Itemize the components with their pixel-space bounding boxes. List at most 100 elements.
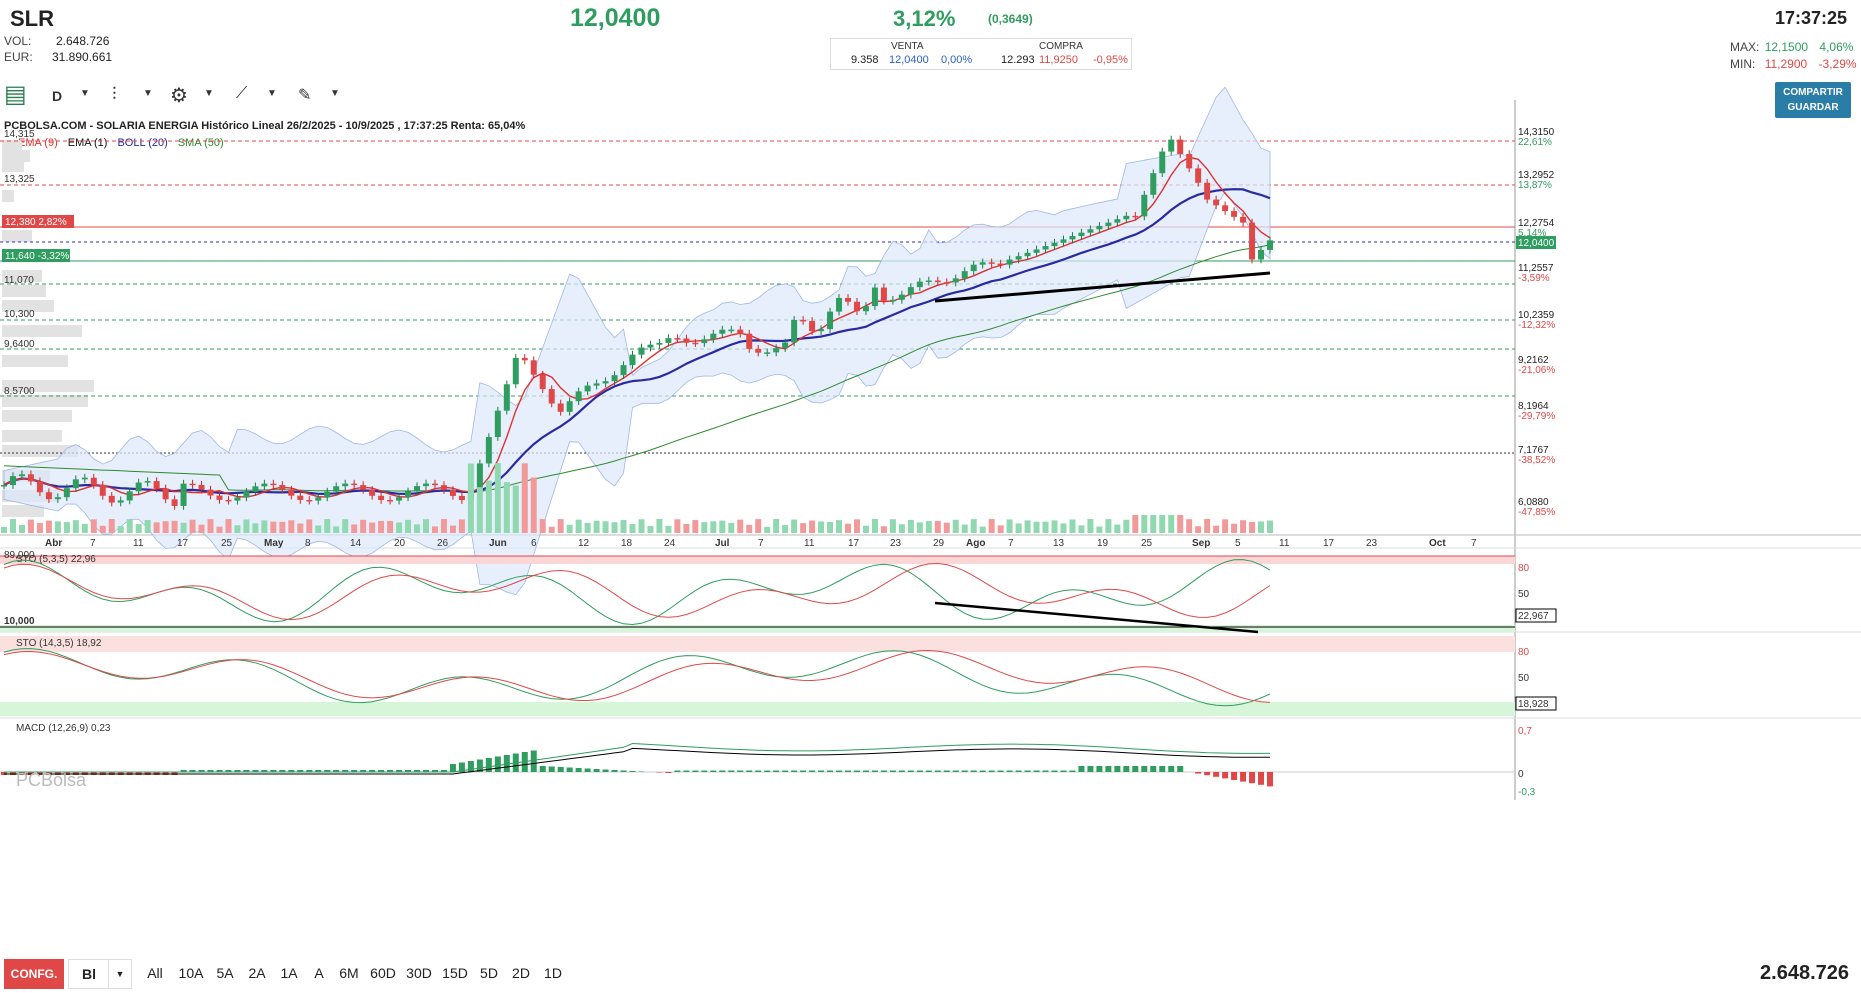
gear-icon[interactable]: ⚙ (170, 85, 188, 107)
macd-histogram-bar (1024, 770, 1031, 772)
candle-body (1024, 252, 1031, 257)
range-2d-button[interactable]: 2D (506, 959, 536, 987)
volume-bar (1132, 515, 1139, 533)
share-save-button[interactable]: COMPARTIR GUARDAR (1775, 82, 1851, 118)
sto2-k-line (3, 648, 1271, 707)
indicators-icon[interactable]: ⟋ (236, 85, 248, 102)
macd-histogram-bar (997, 770, 1004, 772)
volume-bar (252, 523, 259, 533)
macd-histogram-bar (324, 770, 331, 772)
volume-bar (440, 519, 447, 533)
macd-label: MACD (12,26,9) 0,23 (16, 723, 111, 734)
range-10a-button[interactable]: 10A (174, 959, 208, 987)
candle-body (431, 483, 438, 486)
macd-histogram-bar (836, 770, 843, 772)
volume-bar (108, 519, 115, 533)
right-axis-pct: 22,61% (1518, 137, 1552, 148)
candle-body (1168, 139, 1175, 152)
candle-body (1222, 205, 1229, 212)
macd-histogram-bar (1042, 770, 1049, 772)
candle-body (1132, 215, 1139, 218)
draw-pencil-icon[interactable]: ✎ (298, 87, 312, 104)
x-axis-label: 24 (664, 538, 676, 549)
volume-bar (1105, 519, 1112, 533)
volume-bar (548, 526, 555, 533)
candle-body (270, 483, 277, 486)
legend-item: EMA (1) (67, 137, 108, 149)
volume-bar (692, 520, 699, 533)
change-absolute: (0,3649) (988, 12, 1033, 26)
candle-body (1240, 216, 1247, 223)
chevron-down-icon[interactable]: ▼ (267, 88, 277, 99)
volume-bar (225, 519, 232, 533)
volume-bar (423, 519, 429, 533)
macd-histogram-bar (701, 770, 708, 772)
volume-bar (1141, 515, 1148, 533)
candle-body (162, 488, 169, 500)
sto1-top-mark: 89,000 (4, 550, 35, 561)
bollinger-band (3, 86, 1271, 596)
candle-body (656, 342, 663, 345)
candle-body (1177, 139, 1184, 154)
period-select[interactable]: D (52, 88, 63, 104)
candle-body (360, 485, 367, 490)
chevron-down-icon[interactable]: ▼ (143, 88, 153, 99)
candle-body (54, 497, 61, 500)
chevron-down-icon[interactable]: ▼ (204, 88, 214, 99)
range-15d-button[interactable]: 15D (438, 959, 472, 987)
macd-histogram-bar (189, 770, 196, 772)
volume-bar (135, 524, 142, 533)
range-5d-button[interactable]: 5D (474, 959, 504, 987)
config-button[interactable]: CONFG. (4, 959, 64, 989)
volume-bar (809, 520, 816, 533)
candle-body (9, 476, 16, 486)
x-axis-label: 23 (890, 538, 902, 549)
volume-bar (1249, 521, 1256, 533)
macd-histogram-bar (1123, 766, 1130, 772)
macd-histogram-bar (656, 772, 663, 773)
range-30d-button[interactable]: 30D (402, 959, 436, 987)
macd-line (4, 742, 1271, 773)
macd-histogram-bar (1033, 770, 1040, 772)
volume-bar (871, 519, 878, 533)
boll-mid-line (3, 188, 1271, 496)
volume-bar (629, 524, 636, 533)
range-2a-button[interactable]: 2A (242, 959, 272, 987)
chevron-down-icon[interactable]: ▼ (108, 959, 132, 989)
level-tag-green-text: 11,640 -3,32% (5, 251, 69, 262)
candle-body (1213, 199, 1220, 206)
range-6m-button[interactable]: 6M (334, 959, 364, 987)
right-axis-value: 12,2754 (1518, 218, 1555, 229)
x-axis-label: 7 (90, 538, 96, 549)
range-all-button[interactable]: All (138, 959, 172, 987)
macd-histogram-bar (1195, 772, 1202, 774)
volume-bar (369, 522, 376, 533)
volume-bar (333, 526, 340, 533)
sto2-overbought-band (0, 636, 1515, 652)
chevron-down-icon[interactable]: ▼ (80, 88, 90, 99)
macd-histogram-bar (378, 770, 385, 772)
sto1-overbought-band (0, 556, 1515, 564)
volume-bar (791, 519, 798, 533)
range-1a-button[interactable]: 1A (274, 959, 304, 987)
scale-select[interactable]: Bl (68, 959, 110, 989)
macd-histogram-bar (970, 770, 977, 772)
sto1-d-line (3, 562, 1271, 621)
candle-body (1069, 236, 1076, 240)
candle-body (1114, 219, 1121, 223)
export-icon[interactable]: ▤ (4, 81, 27, 108)
volume-bar (512, 485, 519, 533)
range-a-button[interactable]: A (306, 959, 332, 987)
macd-histogram-bar (943, 770, 950, 772)
range-1d-button[interactable]: 1D (538, 959, 568, 987)
macd-histogram-bar (827, 770, 834, 772)
x-axis-label: 6 (531, 538, 537, 549)
range-5a-button[interactable]: 5A (210, 959, 240, 987)
range-60d-button[interactable]: 60D (366, 959, 400, 987)
macd-histogram-bar (862, 770, 869, 772)
macd-histogram-bar (458, 762, 465, 772)
macd-histogram-bar (620, 770, 627, 772)
chevron-down-icon[interactable]: ▼ (330, 88, 340, 99)
price-chart-area[interactable]: 14,315 13,325 11,070 10,300 9,6400 8,5700 12,3… (0, 0, 1861, 955)
chart-type-icon[interactable]: ⫶ (112, 84, 117, 104)
